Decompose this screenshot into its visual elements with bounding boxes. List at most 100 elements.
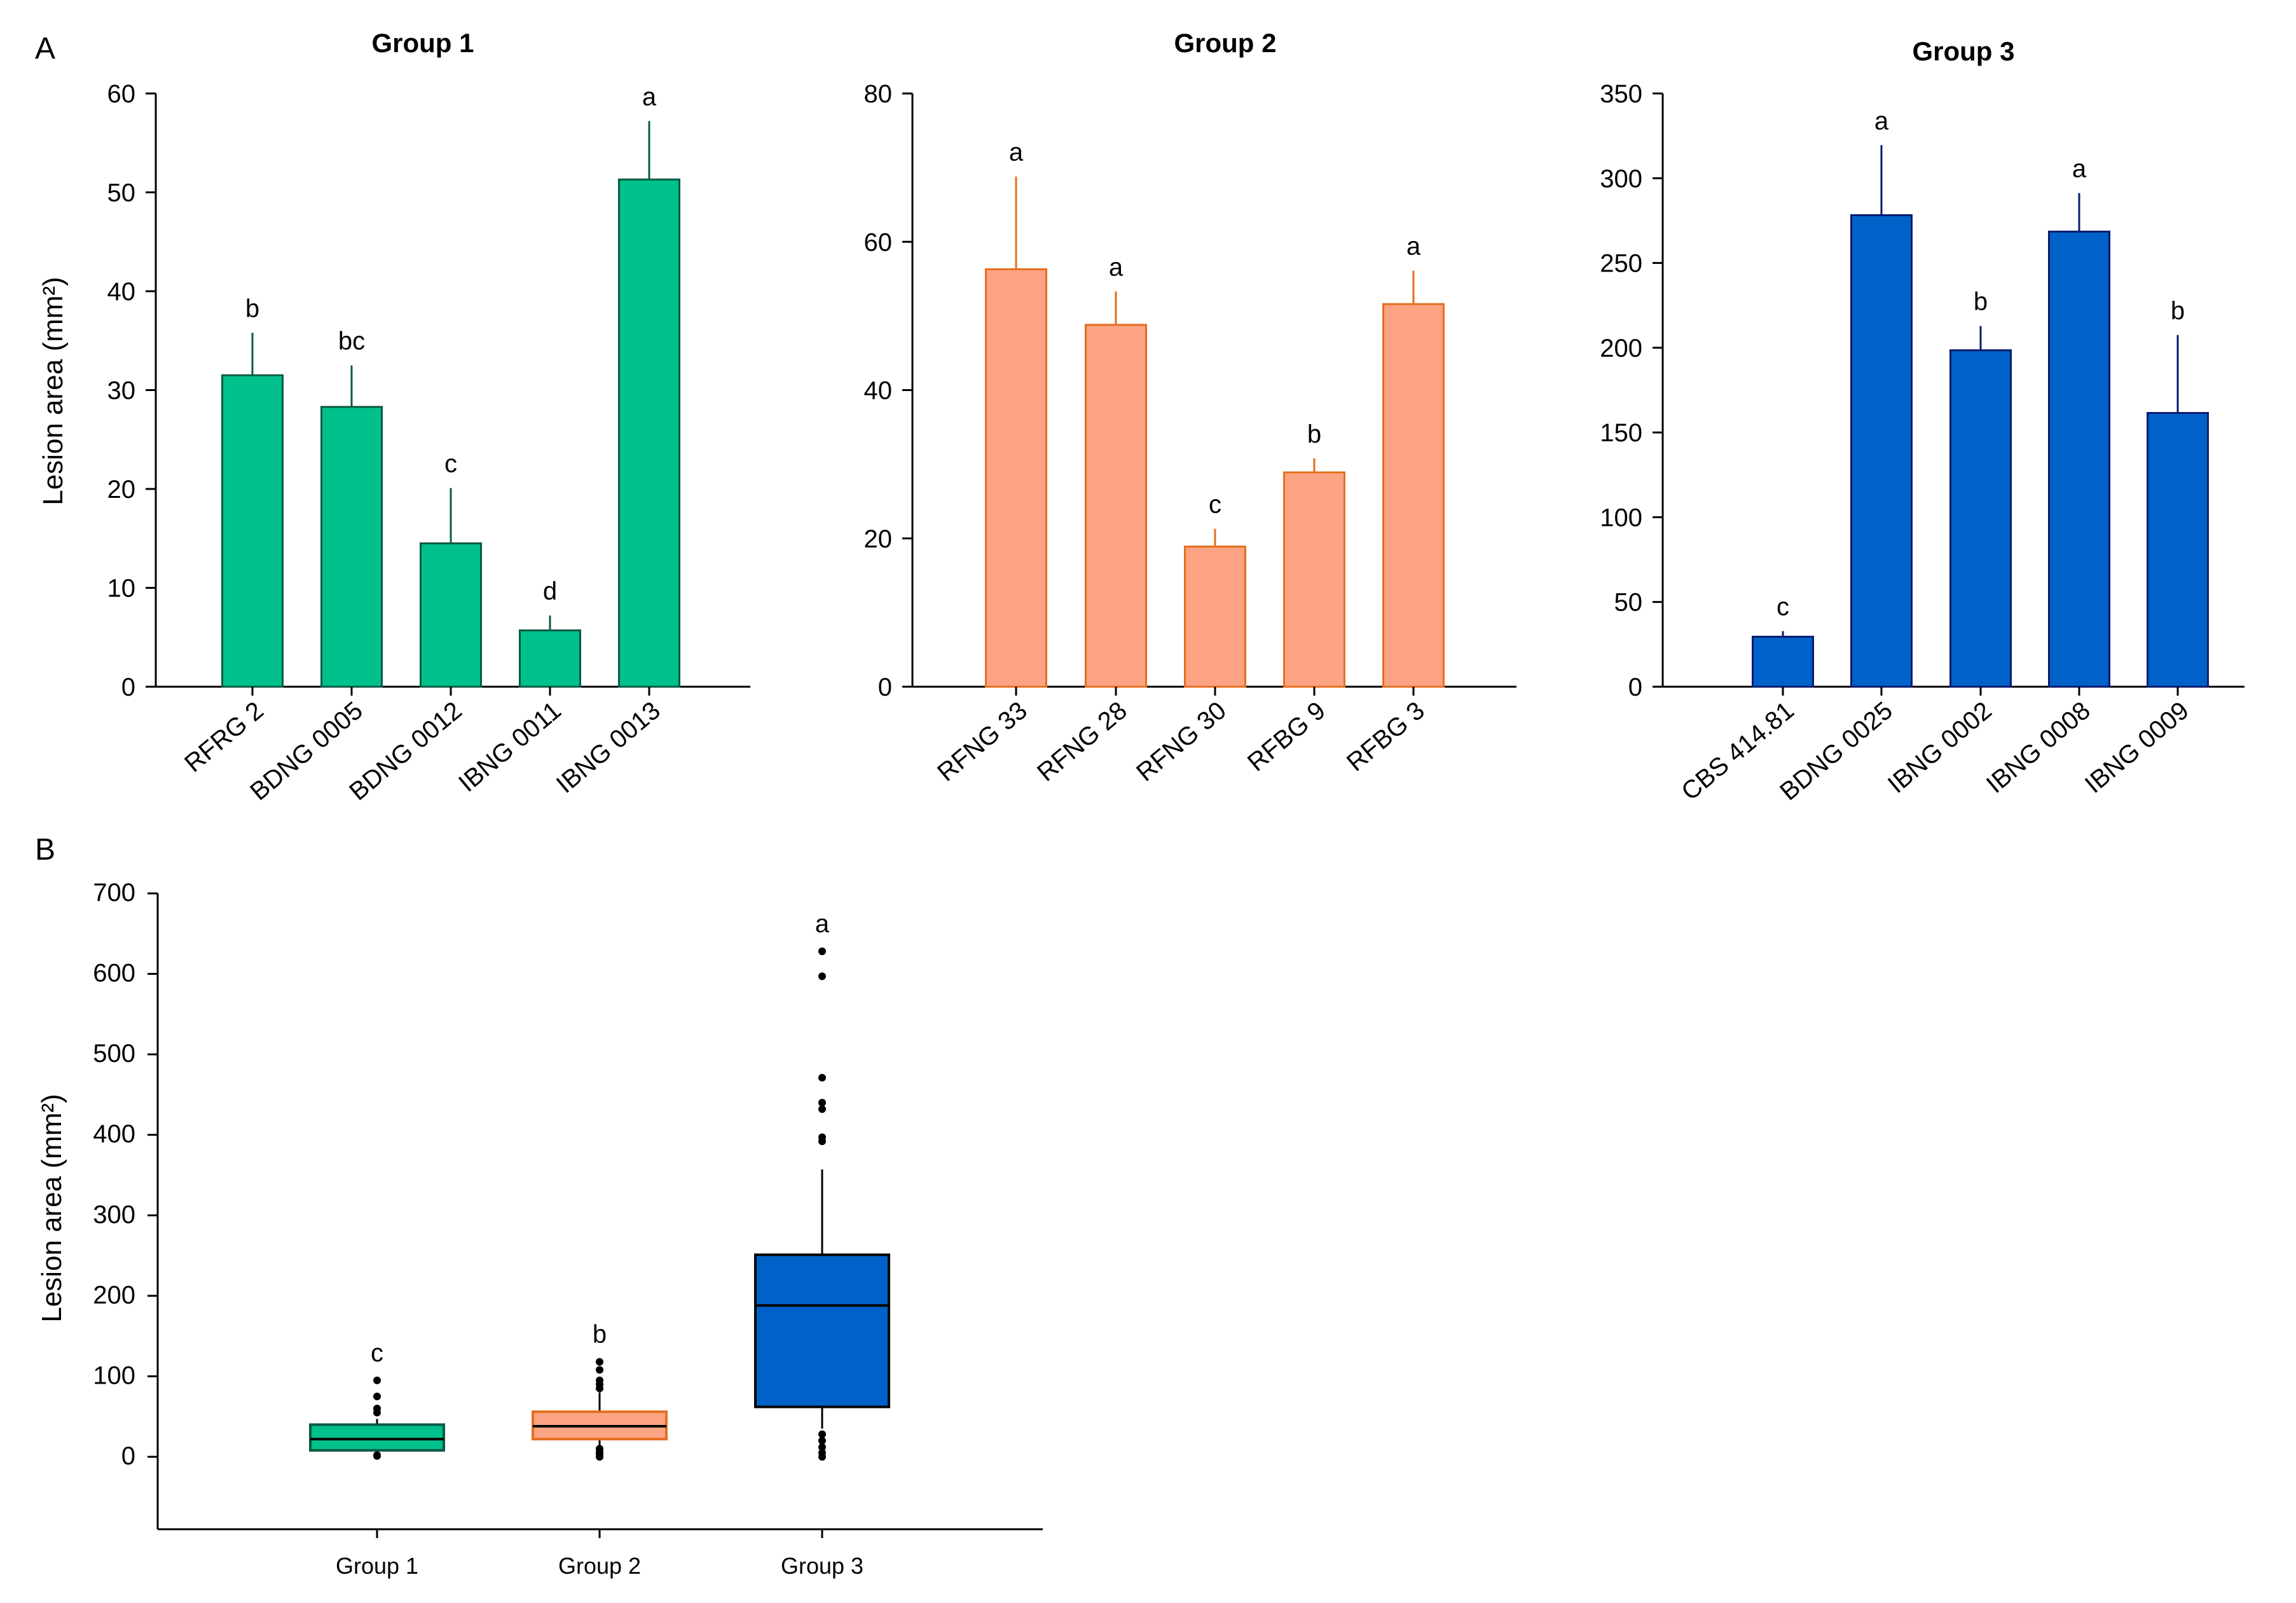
significance-letter: c	[1209, 491, 1221, 519]
y-tick-label: 0	[121, 1442, 135, 1470]
y-tick-label: 600	[93, 960, 135, 987]
significance-letter: d	[543, 577, 557, 605]
bar	[2147, 411, 2209, 688]
outlier-point	[596, 1366, 603, 1374]
category-label: Group 3	[781, 1553, 863, 1579]
significance-letter: c	[371, 1339, 383, 1367]
significance-letter: c	[1777, 593, 1789, 621]
bar	[320, 406, 383, 688]
category-label: RFNG 33	[932, 696, 1033, 787]
y-tick-label: 200	[1600, 334, 1642, 362]
bar	[519, 629, 581, 688]
y-tick-label: 500	[93, 1040, 135, 1068]
y-tick-label: 40	[864, 377, 893, 405]
significance-letter: b	[245, 294, 259, 322]
category-label: Group 2	[558, 1553, 641, 1579]
y-axis-title: Lesion area (mm²)	[36, 1094, 67, 1322]
y-tick-label: 50	[1614, 589, 1643, 617]
category-label: IBNG 0011	[453, 696, 567, 797]
outlier-point	[818, 1443, 826, 1451]
bar	[1085, 324, 1147, 688]
box-plot-groups: Lesion area (mm²) 0 100 200 300 400 500 600 700…	[36, 879, 1043, 1579]
significance-letter: a	[1009, 139, 1024, 167]
category-label: RFBG 3	[1342, 696, 1430, 777]
outlier-point	[818, 1436, 826, 1445]
y-tick-label: 300	[1600, 165, 1642, 193]
bar	[985, 268, 1047, 688]
significance-letter: b	[2171, 297, 2185, 325]
y-tick-label: 0	[878, 673, 892, 701]
outlier-point	[818, 1448, 826, 1457]
significance-letter: a	[815, 910, 830, 938]
panel-label-a: A	[35, 32, 55, 65]
y-tick-label: 250	[1600, 250, 1642, 278]
y-tick-label: 20	[107, 476, 136, 504]
outlier-point	[818, 1099, 826, 1107]
chart-title: Group 3	[1912, 36, 2014, 66]
outlier-point	[818, 1133, 826, 1141]
significance-letter: a	[1109, 253, 1124, 281]
y-tick-label: 40	[107, 278, 136, 306]
outlier-point	[373, 1393, 381, 1401]
bar	[1283, 471, 1345, 688]
y-tick-label: 60	[864, 228, 893, 256]
outlier-point	[818, 972, 826, 980]
outlier-point	[596, 1376, 603, 1384]
category-label: Group 1	[336, 1553, 418, 1579]
outlier-point	[373, 1405, 381, 1413]
y-tick-label: 200	[93, 1281, 135, 1309]
category-label: RFNG 28	[1032, 696, 1132, 787]
significance-letter: a	[1406, 233, 1421, 261]
y-tick-label: 30	[107, 377, 136, 405]
bar	[420, 542, 482, 688]
outlier-point	[373, 1376, 381, 1384]
bar	[1184, 546, 1246, 688]
significance-letter: a	[642, 83, 657, 111]
outlier-point	[818, 1073, 826, 1082]
outlier-point	[818, 1105, 826, 1113]
category-label: IBNG 0002	[1883, 696, 1997, 799]
y-tick-label: 350	[1600, 80, 1642, 108]
y-tick-label: 100	[1600, 504, 1642, 532]
outlier-point	[818, 1430, 826, 1438]
outlier-point	[596, 1358, 603, 1366]
y-tick-label: 80	[864, 80, 893, 108]
y-tick-label: 150	[1600, 419, 1642, 447]
bar	[2048, 230, 2110, 688]
significance-letter: b	[1307, 420, 1321, 448]
panel-label-b: B	[35, 833, 55, 867]
bar	[1752, 635, 1814, 688]
significance-letter: c	[444, 450, 457, 478]
y-tick-label: 100	[93, 1361, 135, 1389]
y-axis-title: Lesion area (mm²)	[38, 277, 69, 505]
bar	[1850, 214, 1913, 688]
category-label: RFRG 2	[179, 696, 269, 778]
y-tick-label: 0	[121, 673, 135, 701]
bar	[1382, 303, 1445, 688]
chart-title: Group 1	[371, 28, 474, 58]
category-label: IBNG 0013	[551, 696, 666, 799]
significance-letter: b	[1974, 288, 1988, 316]
y-tick-label: 700	[93, 879, 135, 907]
category-label: RFNG 30	[1131, 696, 1232, 787]
y-tick-label: 50	[107, 179, 136, 207]
outlier-point	[373, 1451, 381, 1459]
outlier-point	[818, 947, 826, 956]
y-tick-label: 300	[93, 1201, 135, 1228]
y-tick-label: 400	[93, 1120, 135, 1148]
significance-letter: a	[1874, 107, 1889, 135]
bar	[618, 178, 680, 688]
y-tick-label: 60	[107, 80, 136, 108]
y-tick-label: 10	[107, 575, 136, 603]
y-tick-label: 20	[864, 525, 893, 553]
significance-letter: bc	[338, 327, 365, 355]
box	[754, 1253, 890, 1408]
bar	[1949, 349, 2012, 688]
bar-chart-group-1: Group 1 Lesion area (mm²) 0 10 20 30 40 50 60 b…	[38, 28, 750, 806]
chart-title: Group 2	[1174, 28, 1276, 58]
significance-letter: b	[593, 1321, 607, 1349]
category-label: IBNG 0009	[2080, 696, 2194, 799]
y-tick-label: 0	[1628, 673, 1642, 701]
